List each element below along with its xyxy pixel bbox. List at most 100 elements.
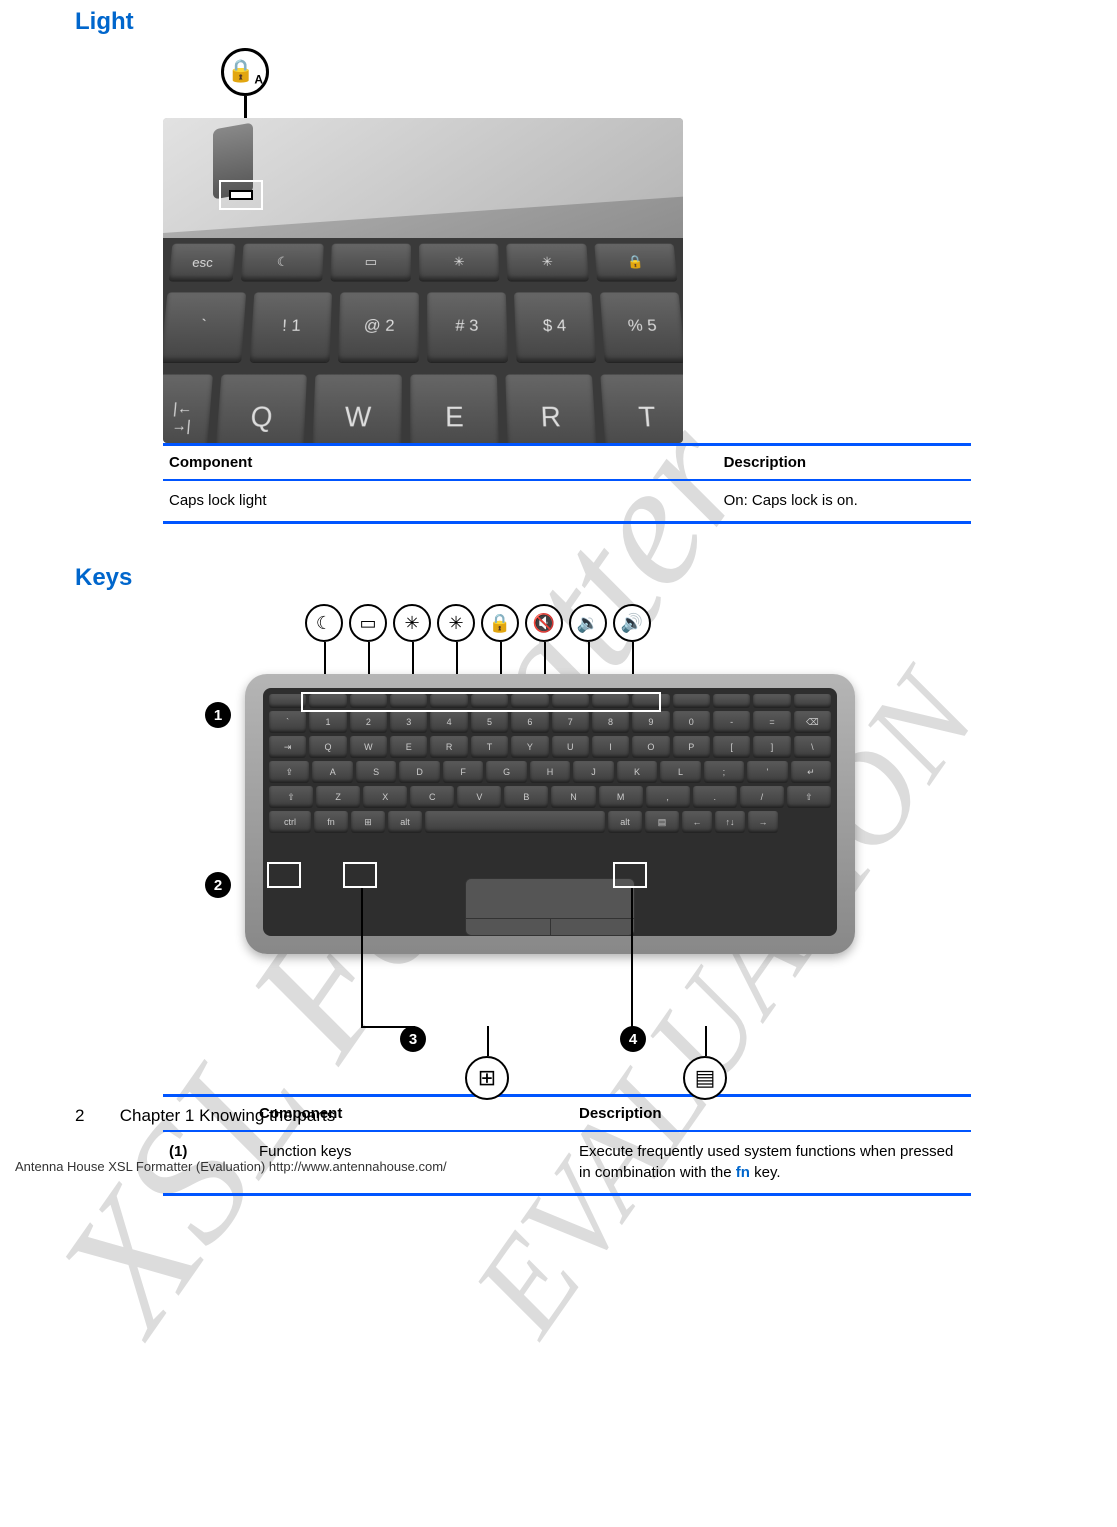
key-esc: esc (169, 244, 236, 281)
key: 6 (511, 711, 548, 733)
key: J (573, 761, 613, 783)
volume-up-icon: 🔊 (613, 604, 651, 642)
callout-3: 3 (400, 1026, 426, 1052)
key: B (504, 786, 548, 808)
td-component: Function keys (253, 1131, 573, 1194)
key-fn: 🔒 (594, 244, 677, 281)
key: M (599, 786, 643, 808)
leader (705, 1026, 707, 1056)
key: ⊞ (351, 811, 385, 833)
table-row: Caps lock light On: Caps lock is on. (163, 480, 971, 523)
key: 7 (552, 711, 589, 733)
key: ⌫ (794, 711, 831, 733)
key: E (390, 736, 427, 758)
key: D (399, 761, 439, 783)
highlight-menu (613, 862, 647, 888)
key: ; (704, 761, 744, 783)
key: ← (682, 811, 712, 833)
caps-lock-led (229, 190, 253, 200)
td-description: On: Caps lock is on. (718, 480, 971, 523)
th-component: Component (253, 1096, 573, 1132)
key: N (551, 786, 595, 808)
key: = (753, 711, 790, 733)
key: 5 (471, 711, 508, 733)
key: T (600, 375, 683, 443)
key: O (632, 736, 669, 758)
keyboard-closeup: esc ☾ ▭ ✳ ✳ 🔒 ` ! 1 @ 2 # 3 $ 4 % 5 |← (163, 118, 683, 443)
fn-link: fn (736, 1164, 750, 1181)
key: , (646, 786, 690, 808)
sleep-icon: ☾ (305, 604, 343, 642)
key: W (350, 736, 387, 758)
leader (361, 888, 363, 1026)
menu-icon: ▤ (683, 1056, 727, 1100)
windows-logo-icon: ⊞ (465, 1056, 509, 1100)
key: C (410, 786, 454, 808)
laptop-body: `1234567890-=⌫ ⇥QWERTYUIOP[]\ ⇪ASDFGHJKL… (245, 674, 855, 954)
key: ! 1 (249, 292, 332, 361)
key: Z (316, 786, 360, 808)
key-fn: ☾ (241, 244, 323, 281)
key: R (506, 375, 598, 443)
key: ⇪ (269, 761, 309, 783)
th-component: Component (163, 445, 718, 481)
key: P (673, 736, 710, 758)
key (794, 694, 831, 708)
key: W (312, 375, 402, 443)
highlight-fn (267, 862, 301, 888)
key: 2 (350, 711, 387, 733)
td-index: (1) (163, 1131, 253, 1194)
key: L (660, 761, 700, 783)
table-keys: Component Description (1) Function keys … (163, 1094, 971, 1196)
key: 4 (430, 711, 467, 733)
key: # 3 (427, 292, 508, 361)
key: K (617, 761, 657, 783)
key: ` (163, 292, 246, 361)
key: X (363, 786, 407, 808)
key-tab: |←→| (163, 375, 212, 443)
key: V (457, 786, 501, 808)
figure-keys: ☾ ▭ ✳ ✳ 🔒 🔇 🔉 🔊 `1234567890-=⌫ ⇥QWERTYUI… (205, 604, 895, 1094)
key: @ 2 (338, 292, 419, 361)
leader (631, 1026, 633, 1028)
key: ↑↓ (715, 811, 745, 833)
heading-light: Light (75, 8, 1042, 36)
brightness-down-icon: ✳ (393, 604, 431, 642)
key: ↵ (791, 761, 831, 783)
key: - (713, 711, 750, 733)
key-fn: ✳ (419, 244, 500, 281)
key: / (740, 786, 784, 808)
key: I (592, 736, 629, 758)
display-icon: ▭ (349, 604, 387, 642)
lock-icon: 🔒 (481, 604, 519, 642)
key: Y (511, 736, 548, 758)
td-component: Caps lock light (163, 480, 718, 523)
key: F (443, 761, 483, 783)
key: $ 4 (514, 292, 597, 361)
touchpad (465, 878, 635, 936)
key: 1 (309, 711, 346, 733)
table-light: Component Description Caps lock light On… (163, 443, 971, 524)
key: 9 (632, 711, 669, 733)
th-description: Description (718, 445, 971, 481)
key: [ (713, 736, 750, 758)
key: fn (314, 811, 348, 833)
key (713, 694, 750, 708)
key: G (486, 761, 526, 783)
key (753, 694, 790, 708)
key: 0 (673, 711, 710, 733)
key: alt (388, 811, 422, 833)
key: H (530, 761, 570, 783)
callout-2: 2 (205, 872, 231, 898)
callout-4: 4 (620, 1026, 646, 1052)
table-row: (1) Function keys Execute frequently use… (163, 1131, 971, 1194)
key: U (552, 736, 589, 758)
key: S (356, 761, 396, 783)
key-fn: ✳ (507, 244, 589, 281)
key: ⇧ (269, 786, 313, 808)
lock-a-icon: 🔒A (227, 58, 263, 86)
key-fn: ▭ (330, 244, 411, 281)
key: ⇥ (269, 736, 306, 758)
td-description: Execute frequently used system functions… (573, 1131, 971, 1194)
key: → (748, 811, 778, 833)
